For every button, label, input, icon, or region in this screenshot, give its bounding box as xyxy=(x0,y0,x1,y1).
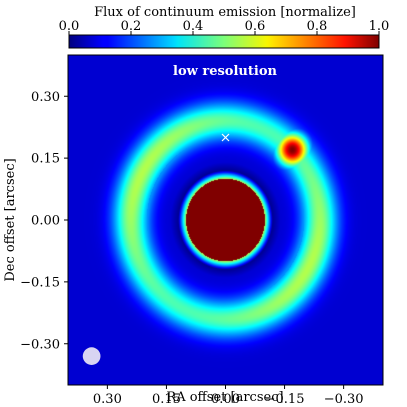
y-tick-label: 0.30 xyxy=(31,90,60,105)
colorbar-tick-label: 0.2 xyxy=(121,19,142,34)
y-axis-ticks: 0.30 0.15 0.00 −0.15 −0.30 xyxy=(20,90,68,352)
x-axis-label: RA offset [arcsec] xyxy=(166,390,283,405)
x-tick-label: 0.30 xyxy=(93,392,122,407)
colorbar-tick-label: 1.0 xyxy=(369,19,390,34)
colorbar-gradient xyxy=(68,34,380,49)
x-tick-label: −0.30 xyxy=(324,392,364,407)
colorbar-label: Flux of continuum emission [normalize] xyxy=(94,5,356,20)
x-tick-label: 0.00 xyxy=(211,392,240,407)
x-axis-ticks: 0.30 0.15 0.00 −0.15 −0.30 xyxy=(93,385,364,407)
y-axis-label: Dec offset [arcsec] xyxy=(3,158,18,281)
y-tick-label: −0.30 xyxy=(20,337,60,352)
beam-ellipse xyxy=(82,347,101,365)
colorbar-ticks: 0.0 0.2 0.4 0.6 0.8 1.0 xyxy=(59,19,390,35)
y-tick-label: 0.00 xyxy=(31,214,60,229)
colorbar-tick-label: 0.8 xyxy=(307,19,328,34)
colorbar-tick-label: 0.4 xyxy=(183,19,204,34)
annotation-low-resolution: low resolution xyxy=(173,64,277,79)
x-tick-label: −0.15 xyxy=(265,392,305,407)
y-tick-label: −0.15 xyxy=(20,275,60,290)
colorbar-tick-label: 0.0 xyxy=(59,19,80,34)
marker-stroke xyxy=(221,133,230,142)
x-tick-label: 0.15 xyxy=(152,392,181,407)
heatmap-image xyxy=(68,55,383,385)
y-tick-label: 0.15 xyxy=(31,152,60,167)
colorbar: Flux of continuum emission [normalize] 0… xyxy=(59,5,390,49)
colorbar-tick-label: 0.6 xyxy=(245,19,266,34)
star-position-marker xyxy=(221,133,230,142)
heatmap-plot: low resolution 0.30 0.15 0.00 −0.15 −0.30 0.… xyxy=(20,54,384,407)
